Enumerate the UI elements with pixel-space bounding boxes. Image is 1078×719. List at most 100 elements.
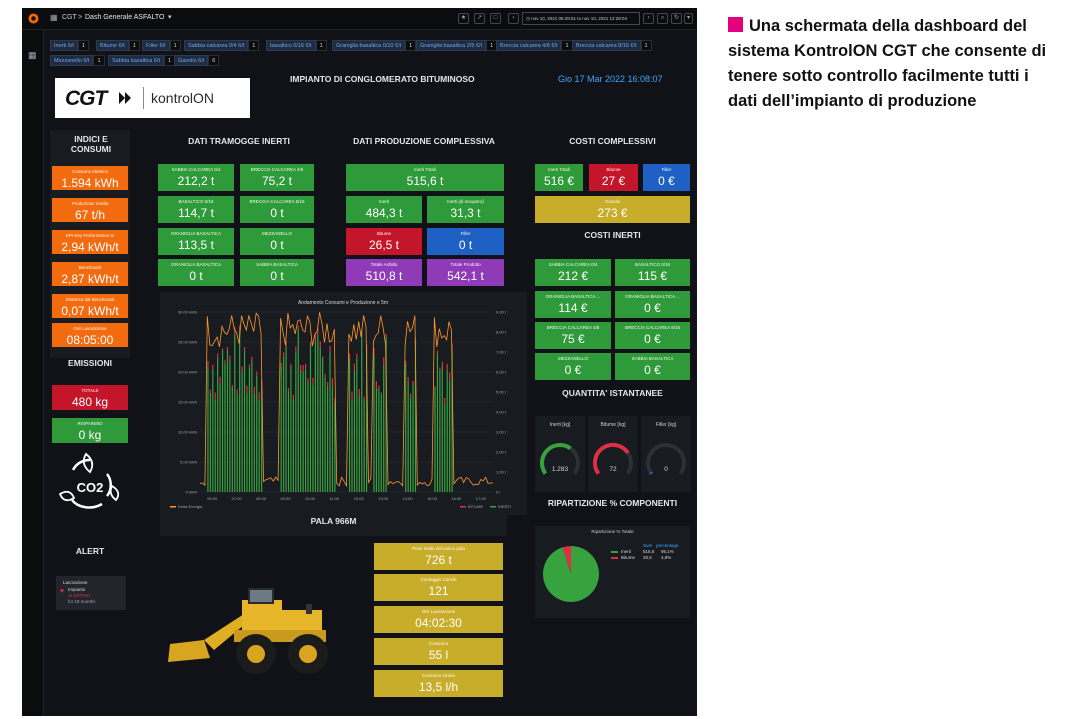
bar-inerti: [334, 402, 336, 492]
bar-inerti: [314, 340, 316, 492]
filter-inerti[interactable]: Inerti 6/t 1: [50, 40, 89, 51]
emissioni-title: EMISSIONI: [68, 358, 112, 368]
alert-title-text: Lavorazione: [63, 580, 88, 585]
refresh-icon[interactable]: ↻: [671, 13, 682, 24]
bar-inerti: [348, 358, 351, 492]
y-right-tick-label: 3,00 t: [496, 430, 507, 435]
pala-conteggio-carichi: Conteggio Carichi 121: [374, 574, 503, 601]
bar-inerti: [285, 346, 287, 492]
filter-bitume[interactable]: Bitume 6/t 1: [96, 40, 140, 51]
breadcrumb-root[interactable]: CGT: [62, 14, 77, 21]
refresh-interval-chevron-icon[interactable]: ▾: [684, 13, 693, 24]
filter-value[interactable]: 1: [128, 40, 140, 51]
time-forward-icon[interactable]: ›: [643, 13, 654, 24]
bar-bitume: [231, 385, 233, 388]
bar-inerti: [373, 355, 375, 492]
filter-value[interactable]: 1: [77, 40, 89, 51]
indici-title: INDICI E CONSUMI: [70, 134, 112, 154]
filter-sabbia-basaltica[interactable]: Sabbia basaltica 6/t 1: [108, 55, 176, 66]
grafana-logo-icon[interactable]: [27, 12, 40, 25]
filter-label: Graniglia basaltica 0/10 €/t: [332, 40, 406, 51]
gauge-label: Bitume [kg]: [600, 422, 626, 428]
apps-grid-icon[interactable]: ▦: [28, 50, 37, 60]
filter-graniglia-2-5[interactable]: Graniglia basaltica 2/5 €/t 1: [416, 40, 498, 51]
y-right-tick-label: 1,00 t: [496, 470, 507, 475]
stat-value: 75 €: [561, 332, 585, 346]
bar-bitume: [256, 371, 258, 376]
gauge-fill: [592, 442, 630, 475]
bar-bitume: [251, 356, 253, 361]
share-icon[interactable]: ↗: [474, 13, 485, 24]
time-back-icon[interactable]: ‹: [508, 13, 519, 24]
bar-bitume: [304, 364, 307, 369]
filter-gasolio[interactable]: Gasolio 6/t 6: [174, 55, 220, 66]
bar-inerti: [317, 334, 319, 492]
gauge-bitume-dial: [592, 442, 633, 475]
filter-value[interactable]: 1: [93, 55, 105, 66]
dashboards-grid-icon[interactable]: ▦: [50, 13, 58, 22]
bar-inerti: [217, 357, 219, 492]
filter-filler[interactable]: Filler 6/t 1: [142, 40, 181, 51]
y-left-tick-label: 30.00 kWh: [178, 310, 197, 315]
filter-label: Mezzanello 6/t: [50, 55, 94, 66]
chevron-down-icon[interactable]: ▾: [168, 14, 172, 21]
legend-sum-inerti: 515,6: [643, 549, 655, 554]
costo-filler: Filler 0 €: [643, 164, 690, 191]
bar-bitume: [246, 385, 248, 394]
dashboard-name[interactable]: Dash Generale ASFALTO: [85, 14, 165, 21]
bar-inerti: [224, 363, 226, 492]
filter-breccia-4-8[interactable]: Breccia calcarea 4/8 €/t 1: [496, 40, 573, 51]
filter-value[interactable]: 1: [315, 40, 327, 51]
stat-label: Produzione media: [71, 201, 109, 206]
bar-inerti: [358, 395, 360, 492]
stat-label: TOTALE: [81, 388, 99, 393]
alert-list-item[interactable]: Lavorazione ♥ Impianto ALERTING for 18 m…: [56, 576, 126, 610]
legend-pct-inerti: 95,1%: [661, 549, 674, 554]
stat-value: 0 €: [564, 363, 582, 377]
bar-inerti: [304, 368, 307, 492]
stat-value: 0 t: [270, 206, 284, 220]
costi-title: COSTI COMPLESSIVI: [569, 136, 656, 146]
filter-value[interactable]: 1: [561, 40, 573, 51]
caption-text: Una schermata della dashboard del sistem…: [728, 17, 1047, 110]
filter-breccia-8-16[interactable]: Breccia calcarea 8/16 €/t 1: [572, 40, 652, 51]
filter-value[interactable]: 1: [169, 40, 181, 51]
stat-label: Distanza dal Benchmark: [65, 297, 115, 302]
gauge-label: Inerti [kg]: [549, 422, 571, 428]
bar-inerti: [295, 352, 297, 492]
filter-mezzanello[interactable]: Mezzanello 6/t 1: [50, 55, 105, 66]
stat-value: 08:05:00: [66, 333, 114, 347]
bar-bitume: [214, 392, 216, 400]
filter-value[interactable]: 6: [208, 55, 220, 66]
bar-bitume: [297, 325, 299, 330]
filter-sabbia-calcarea[interactable]: Sabbia calcarea 0/4 6/t 1: [184, 40, 260, 51]
tv-mode-icon[interactable]: □: [490, 13, 501, 24]
bar-bitume: [334, 397, 336, 403]
stat-label: BRECCIA CALCAREA 4/8: [250, 167, 304, 172]
gauge-label: Filler [kg]: [655, 422, 677, 428]
filter-value[interactable]: 1: [405, 40, 417, 51]
pie-header-pct: percentage: [656, 543, 679, 548]
stat-label: RISPARMIO: [77, 421, 103, 426]
bar-inerti: [444, 404, 446, 492]
stat-value: 0 €: [644, 301, 661, 315]
zoom-out-icon[interactable]: ⌕: [657, 13, 668, 24]
filter-graniglia-0-10[interactable]: Graniglia basaltica 0/10 €/t 1: [332, 40, 417, 51]
filter-value[interactable]: 1: [640, 40, 652, 51]
costo-inerte-5: BRECCIA CALCAREA 4/8 75 €: [535, 322, 611, 349]
filter-value[interactable]: 1: [248, 40, 260, 51]
filter-label: Breccia calcarea 4/8 €/t: [496, 40, 562, 51]
filter-basaltico[interactable]: basaltico 0/16 €/t 1: [266, 40, 327, 51]
y-left-tick-label: 15.00 kWh: [178, 400, 197, 405]
ripartizione-title: RIPARTIZIONE % COMPONENTI: [547, 498, 678, 508]
star-icon[interactable]: ★: [458, 13, 469, 24]
bar-inerti: [253, 393, 255, 492]
cgt-logo: CGT: [65, 87, 107, 110]
bar-inerti: [283, 356, 285, 492]
top-bar: ▦ CGT > Dash Generale ASFALTO ▾ ★ ↗ □ ‹ …: [22, 8, 697, 30]
stat-produzione-media: Produzione media 67 t/h: [52, 198, 128, 222]
bar-bitume: [319, 341, 321, 348]
bar-bitume: [380, 392, 382, 395]
time-range-picker[interactable]: ◷ nov 10, 2021 05:28:51 to nov 10, 2021 …: [522, 12, 640, 25]
stat-value: 510,8 t: [365, 269, 403, 283]
